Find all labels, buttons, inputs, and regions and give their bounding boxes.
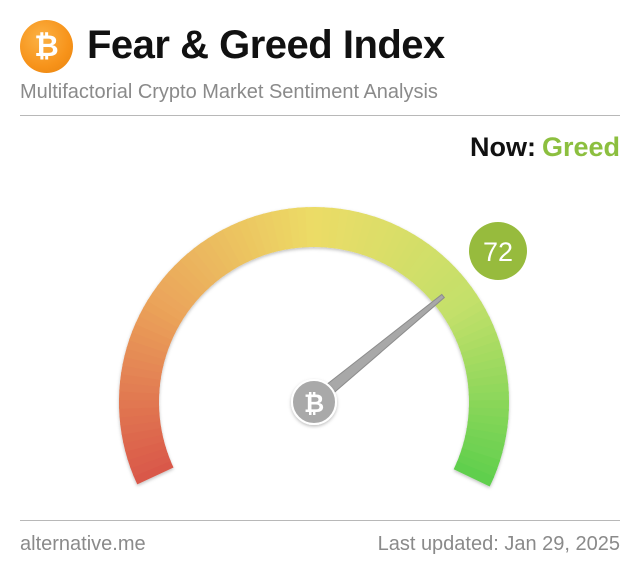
gauge-arc-segment <box>453 461 495 487</box>
gauge-arc-segment <box>207 233 237 273</box>
current-sentiment: Now: Greed <box>470 132 620 163</box>
gauge-arc-segment <box>453 316 494 342</box>
gauge-arc-segment <box>162 271 200 305</box>
page-title: Fear & Greed Index <box>87 23 445 67</box>
gauge-arc-segment <box>463 348 505 369</box>
source-link[interactable]: alternative.me <box>20 533 146 555</box>
bitcoin-icon: ₿ <box>20 20 73 73</box>
needle-hub-bitcoin-icon: ₿ <box>291 379 337 425</box>
footer-divider <box>20 520 620 521</box>
gauge-arc-segment <box>270 209 289 251</box>
gauge-arc-segment <box>420 260 456 296</box>
gauge-arc-segment <box>450 308 491 336</box>
gauge-arc-segment <box>456 454 498 479</box>
gauge-arc-segment <box>173 258 209 295</box>
gauge-arc-segment <box>167 264 204 300</box>
gauge-arc-segment <box>387 230 416 270</box>
gauge-arc-segment <box>341 210 360 252</box>
svg-text:₿: ₿ <box>304 389 324 418</box>
gauge-value-badge: 72 <box>469 222 527 280</box>
gauge-arc-segment <box>466 421 508 438</box>
gauge-arc-segment <box>398 238 430 278</box>
gauge-arc-segment <box>124 439 167 461</box>
gauge-arc-segment <box>119 371 161 387</box>
last-updated: Last updated: Jan 29, 2025 <box>377 533 620 555</box>
gauge-arc-segment <box>186 247 220 285</box>
gauge-arc-segment <box>121 363 163 380</box>
gauge-arc-segment <box>415 254 450 291</box>
gauge-arc-segment <box>404 243 437 282</box>
gauge-arc-segment <box>237 218 262 260</box>
gauge-arc-segment <box>199 237 231 277</box>
gauge-arc-segment <box>374 222 401 263</box>
gauge-arc-segment <box>464 357 506 375</box>
gauge-arc-segment <box>380 226 408 267</box>
gauge-arc-segment <box>193 242 225 281</box>
gauge-arc-segment <box>468 391 509 403</box>
now-label: Now: <box>469 132 536 162</box>
gauge-value: 72 <box>483 237 513 267</box>
gauge-arc-segment <box>119 380 160 394</box>
sentiment-classification: Greed <box>541 132 620 162</box>
gauge-arc-segment <box>456 324 497 349</box>
gauge-arc-segment <box>142 298 183 328</box>
gauge-arc-segment <box>179 253 214 290</box>
gauge-arc-segment <box>222 225 249 266</box>
gauge-arc-segment <box>129 452 171 477</box>
gauge-arc-segment <box>425 266 462 301</box>
gauge-arc-segment <box>354 213 377 256</box>
gauge-arc-segment <box>126 338 168 360</box>
gauge-arc-segment <box>461 441 503 463</box>
gauge-arc-segment <box>229 221 256 263</box>
gauge-arc-segment <box>119 397 160 409</box>
gauge-arc-segment <box>446 300 487 330</box>
gauge-arc-segment <box>147 291 187 322</box>
gauge-arc <box>119 207 510 487</box>
gauge-arc-segment <box>459 448 501 471</box>
gauge-arc-segment <box>127 446 169 469</box>
gauge-arc-segment <box>254 213 275 255</box>
gauge-arc-segment <box>135 314 176 341</box>
gauge-arc-segment <box>245 215 269 257</box>
gauge-arc-segment <box>138 306 179 334</box>
gauge-arc-segment <box>327 207 343 249</box>
gauge-arc-segment <box>438 286 478 318</box>
gauge-arc-segment <box>410 249 444 287</box>
gauge-arc-segment <box>434 279 473 312</box>
svg-text:₿: ₿ <box>34 29 58 64</box>
gauge-arc-segment <box>348 211 368 254</box>
gauge-arc-segment <box>131 321 173 347</box>
gauge-arc-segment <box>129 329 170 353</box>
gauge-arc-segment <box>214 228 243 269</box>
gauge-arc-segment <box>465 428 507 446</box>
gauge-arc-segment <box>393 234 423 274</box>
gauge-arc-segment <box>262 211 282 253</box>
gauge-arc-segment <box>124 346 166 367</box>
gauge-arc-segment <box>334 208 351 250</box>
header: ₿ Fear & Greed Index <box>20 20 620 80</box>
gauge-arc-segment <box>121 426 163 444</box>
gauge-arc-segment <box>119 405 160 418</box>
header-divider <box>20 115 620 116</box>
gauge-arc-segment <box>132 459 174 485</box>
page-subtitle: Multifactorial Crypto Market Sentiment A… <box>20 81 438 103</box>
gauge-arc-segment <box>458 332 500 355</box>
gauge-arc-segment <box>442 293 482 324</box>
gauge-arc-segment <box>122 354 164 374</box>
gauge-arc-segment <box>461 340 503 362</box>
gauge-arc-segment <box>463 434 505 455</box>
gauge-arc-segment <box>368 219 393 261</box>
gauge-arc-segment <box>467 414 509 429</box>
gauge-arc-segment <box>151 284 191 316</box>
gauge-arc-segment <box>305 207 317 248</box>
gauge-arc-segment <box>361 216 385 258</box>
gauge-arc-segment <box>156 277 195 311</box>
gauge-arc-segment <box>122 432 165 452</box>
